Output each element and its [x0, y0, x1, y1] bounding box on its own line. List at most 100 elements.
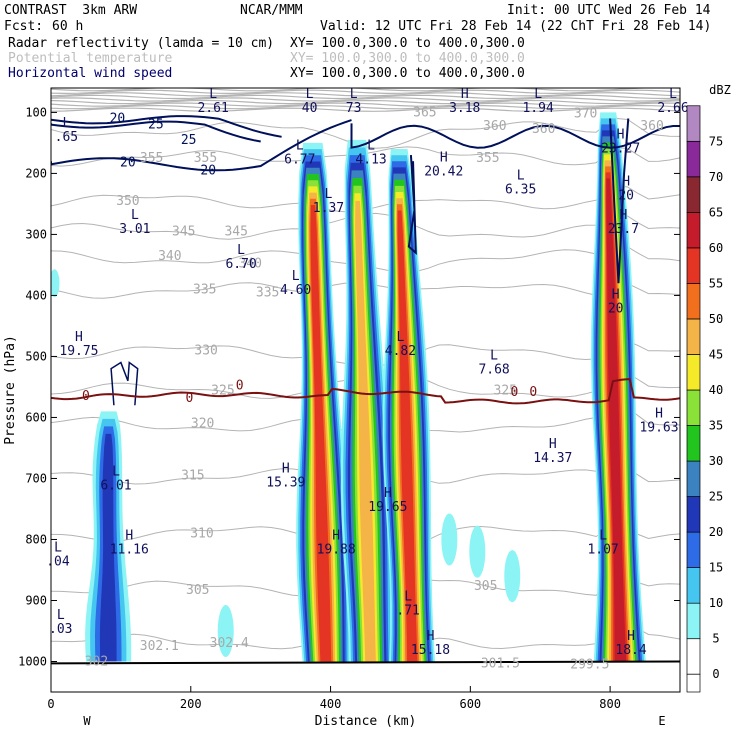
- wind-contour: [51, 115, 282, 138]
- theta-label: 302: [85, 654, 108, 669]
- theta-label: 325: [494, 384, 517, 399]
- extremum-letter: H: [75, 330, 83, 345]
- west-label: W: [83, 714, 91, 728]
- freezing-label: 0: [529, 385, 537, 400]
- extremum-value: 20.42: [424, 164, 463, 179]
- y-tick-label: 100: [25, 105, 47, 119]
- field-theta-xy: XY= 100.0,300.0 to 400.0,300.0: [290, 51, 525, 66]
- extremum-value: 15.18: [411, 643, 450, 658]
- colorbar-swatch: [686, 318, 701, 355]
- extremum-letter: L: [296, 139, 304, 154]
- extremum-letter: L: [404, 590, 412, 605]
- extremum-value: 4.60: [280, 283, 311, 298]
- colorbar-label: 40: [709, 383, 723, 397]
- wind-label: 25: [181, 133, 197, 148]
- colorbar-label: 60: [709, 241, 723, 255]
- extremum-letter: L: [350, 87, 358, 102]
- top-band-contour: [51, 94, 680, 100]
- colorbar-swatch: [686, 247, 701, 284]
- colorbar-label: 35: [709, 419, 723, 433]
- top-band-contour: [51, 102, 680, 107]
- contour-labels: 365 360 360 370 360 355 355 355 350 345 345 340 340 3…: [82, 105, 664, 672]
- extremum-value: 4.82: [385, 344, 416, 359]
- theta-label: 335: [193, 282, 216, 297]
- extremum-value: 3.01: [119, 222, 150, 237]
- colorbar: dBZ 0 5 10 15 20 25 30 35 40 45 50 55 60 65 70 75: [686, 83, 731, 693]
- extremum-value: 20: [608, 302, 624, 317]
- colorbar-label: 45: [709, 347, 723, 361]
- x-axis-title: Distance (km): [315, 714, 417, 729]
- colorbar-swatch: [686, 105, 701, 142]
- field-wind-xy: XY= 100.0,300.0 to 400.0,300.0: [290, 66, 525, 81]
- theta-label: 345: [224, 224, 247, 239]
- extremum-letter: H: [617, 128, 625, 143]
- ground-line: [50, 660, 681, 665]
- theta-label: 330: [194, 343, 217, 358]
- colorbar-swatch: [686, 567, 701, 604]
- wind-contour: [51, 119, 352, 172]
- y-tick-label: 500: [25, 349, 47, 363]
- extremum-value: 14.37: [533, 451, 572, 466]
- extremum-value: 19.88: [317, 543, 356, 558]
- colorbar-label: 70: [709, 170, 723, 184]
- extremum-value: 2.66: [657, 101, 688, 116]
- top-band-contour: [51, 99, 680, 105]
- field-theta: Potential temperature: [8, 51, 173, 66]
- fcst-value: 60 h: [52, 19, 84, 34]
- extremum-letter: H: [282, 461, 290, 476]
- extremum-letter: L: [490, 349, 498, 364]
- colorbar-swatch: [686, 283, 701, 320]
- theta-label: 305: [186, 583, 209, 598]
- extremum-value: .04: [46, 555, 70, 570]
- colorbar-units: dBZ: [709, 83, 731, 97]
- extremum-value: 3.18: [449, 101, 480, 116]
- top-band-contour: [51, 92, 680, 97]
- extremum-letter: H: [612, 288, 620, 303]
- colorbar-label: 5: [712, 632, 719, 646]
- extremum-letter: H: [549, 437, 557, 452]
- extremum-value: .71: [396, 604, 419, 619]
- extremum-letter: L: [237, 243, 245, 258]
- extremum-value: 1.07: [587, 543, 618, 558]
- y-tick-label: 200: [25, 166, 47, 180]
- extremum-letter: L: [599, 529, 607, 544]
- wind-contour: [110, 361, 139, 406]
- extremum-value: 40: [302, 101, 318, 116]
- field-reflectivity-xy: XY= 100.0,300.0 to 400.0,300.0: [290, 36, 525, 51]
- theta-label: 360: [532, 122, 555, 137]
- extremum-value: 4.13: [355, 153, 386, 168]
- extremum-letter: H: [440, 150, 448, 165]
- y-axis-title: Pressure (hPa): [3, 335, 18, 445]
- wind-contour: [609, 118, 630, 284]
- theta-label: 340: [238, 257, 261, 272]
- extremum-value: 19.65: [368, 500, 407, 515]
- extremum-value: 20: [618, 189, 634, 204]
- x-tick-label: 600: [459, 697, 481, 711]
- extremum-letter: L: [292, 269, 300, 284]
- y-tick-label: 800: [25, 532, 47, 546]
- extremum-value: 6.77: [284, 153, 315, 168]
- extremum-letter: L: [131, 208, 139, 223]
- light-echo: [441, 513, 458, 566]
- extremum-letter: L: [54, 541, 62, 556]
- model-title: CONTRAST 3km ARW: [4, 3, 138, 18]
- wind-label: 25: [148, 118, 164, 133]
- extremum-value: 6.70: [225, 257, 256, 272]
- extremum-value: 7.68: [478, 363, 509, 378]
- theta-label: 299.5: [570, 658, 609, 673]
- colorbar-label: 65: [709, 205, 723, 219]
- extremum-value: 11.16: [110, 543, 149, 558]
- light-echo: [51, 269, 60, 298]
- theta-label: 320: [191, 417, 214, 432]
- wind-contours: [51, 115, 680, 406]
- colorbar-label: 0: [712, 667, 719, 681]
- colorbar-swatch: [686, 673, 701, 693]
- extremum-letter: L: [209, 87, 217, 102]
- extremum-value: 15.39: [266, 475, 305, 490]
- extremum-letter: H: [125, 529, 133, 544]
- y-tick-label: 400: [25, 288, 47, 302]
- y-tick-label: 900: [25, 593, 47, 607]
- top-band-contour: [51, 107, 680, 112]
- extremum-letter: L: [367, 139, 375, 154]
- freezing-level: [51, 378, 680, 405]
